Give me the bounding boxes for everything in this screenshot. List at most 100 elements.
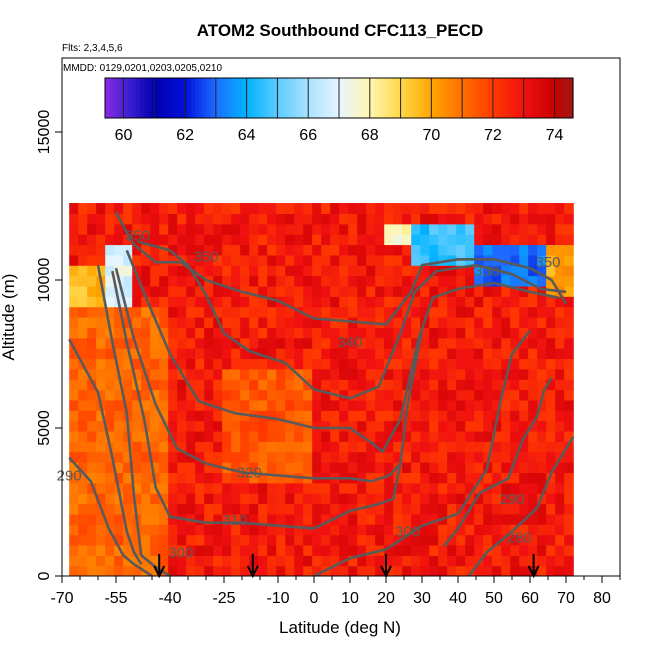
heatmap-cell xyxy=(150,337,160,349)
heatmap-cell xyxy=(285,223,295,235)
heatmap-cell xyxy=(330,399,340,411)
heatmap-cell xyxy=(87,213,97,225)
heatmap-cell xyxy=(114,420,124,432)
heatmap-cell xyxy=(204,524,214,536)
heatmap-cell xyxy=(357,379,367,391)
heatmap-cell xyxy=(312,544,322,556)
heatmap-cell xyxy=(339,285,349,297)
heatmap-cell xyxy=(96,244,106,256)
heatmap-cell xyxy=(519,544,529,556)
heatmap-cell xyxy=(393,285,403,297)
heatmap-cell xyxy=(105,254,115,266)
heatmap-cell xyxy=(483,399,493,411)
heatmap-cell xyxy=(420,285,430,297)
heatmap-field xyxy=(69,203,574,576)
heatmap-cell xyxy=(447,565,457,576)
heatmap-cell xyxy=(105,430,115,442)
heatmap-cell xyxy=(411,389,421,401)
heatmap-cell xyxy=(465,544,475,556)
heatmap-cell xyxy=(204,534,214,546)
heatmap-cell xyxy=(564,379,574,391)
heatmap-cell xyxy=(195,368,205,380)
colorbar-segment xyxy=(444,78,449,118)
heatmap-cell xyxy=(195,213,205,225)
heatmap-cell xyxy=(87,317,97,328)
heatmap-cell xyxy=(123,285,133,297)
heatmap-cell xyxy=(555,327,565,339)
heatmap-cell xyxy=(483,234,493,246)
heatmap-cell xyxy=(339,337,349,349)
heatmap-cell xyxy=(555,348,565,360)
colorbar-segment xyxy=(569,78,574,118)
heatmap-cell xyxy=(294,358,304,370)
heatmap-cell xyxy=(429,441,439,453)
heatmap-cell xyxy=(177,534,187,546)
heatmap-cell xyxy=(393,265,403,277)
heatmap-cell xyxy=(510,254,520,266)
colorbar-segment xyxy=(253,78,258,118)
heatmap-cell xyxy=(411,296,421,308)
heatmap-cell xyxy=(213,234,223,246)
heatmap-cell xyxy=(249,462,259,473)
heatmap-cell xyxy=(213,410,223,422)
heatmap-cell xyxy=(321,462,331,473)
heatmap-cell xyxy=(321,348,331,360)
heatmap-cell xyxy=(348,399,358,411)
colorbar-tick-label: 66 xyxy=(299,127,317,144)
heatmap-cell xyxy=(141,244,151,256)
heatmap-cell xyxy=(294,275,304,287)
heatmap-cell xyxy=(132,410,142,422)
heatmap-cell xyxy=(483,420,493,432)
heatmap-cell xyxy=(438,493,448,505)
heatmap-cell xyxy=(231,503,241,515)
heatmap-cell xyxy=(204,234,214,246)
heatmap-cell xyxy=(141,358,151,370)
heatmap-cell xyxy=(303,544,313,556)
heatmap-cell xyxy=(555,420,565,432)
heatmap-cell xyxy=(213,451,223,463)
heatmap-cell xyxy=(339,493,349,505)
heatmap-cell xyxy=(69,399,79,411)
heatmap-cell xyxy=(519,534,529,546)
heatmap-cell xyxy=(222,358,232,370)
heatmap-cell xyxy=(330,441,340,453)
heatmap-cell xyxy=(159,472,169,484)
heatmap-cell xyxy=(366,285,376,297)
heatmap-cell xyxy=(402,244,412,256)
heatmap-cell xyxy=(78,327,88,339)
heatmap-cell xyxy=(411,265,421,277)
colorbar-segment xyxy=(339,78,344,118)
colorbar-segment xyxy=(206,78,211,118)
heatmap-cell xyxy=(510,544,520,556)
heatmap-cell xyxy=(276,348,286,360)
heatmap-cell xyxy=(528,203,538,214)
heatmap-cell xyxy=(78,399,88,411)
heatmap-cell xyxy=(267,441,277,453)
heatmap-cell xyxy=(213,285,223,297)
heatmap-cell xyxy=(312,275,322,287)
heatmap-cell xyxy=(249,472,259,484)
heatmap-cell xyxy=(204,420,214,432)
heatmap-cell xyxy=(366,410,376,422)
heatmap-cell xyxy=(267,462,277,473)
heatmap-cell xyxy=(222,482,232,494)
heatmap-cell xyxy=(483,565,493,576)
heatmap-cell xyxy=(366,534,376,546)
heatmap-cell xyxy=(483,503,493,515)
heatmap-cell xyxy=(168,296,178,308)
heatmap-cell xyxy=(420,213,430,225)
heatmap-cell xyxy=(195,327,205,339)
heatmap-cell xyxy=(501,296,511,308)
heatmap-cell xyxy=(438,275,448,287)
heatmap-cell xyxy=(411,441,421,453)
heatmap-cell xyxy=(150,223,160,235)
heatmap-cell xyxy=(501,493,511,505)
heatmap-cell xyxy=(429,524,439,536)
heatmap-cell xyxy=(402,513,412,525)
heatmap-cell xyxy=(150,234,160,246)
heatmap-cell xyxy=(555,337,565,349)
heatmap-cell xyxy=(474,399,484,411)
heatmap-cell xyxy=(177,441,187,453)
heatmap-cell xyxy=(411,565,421,576)
x-axis: -70 -55 -40 -25 -10 0 10 20 30 40 50 60 70 80 xyxy=(50,576,621,607)
